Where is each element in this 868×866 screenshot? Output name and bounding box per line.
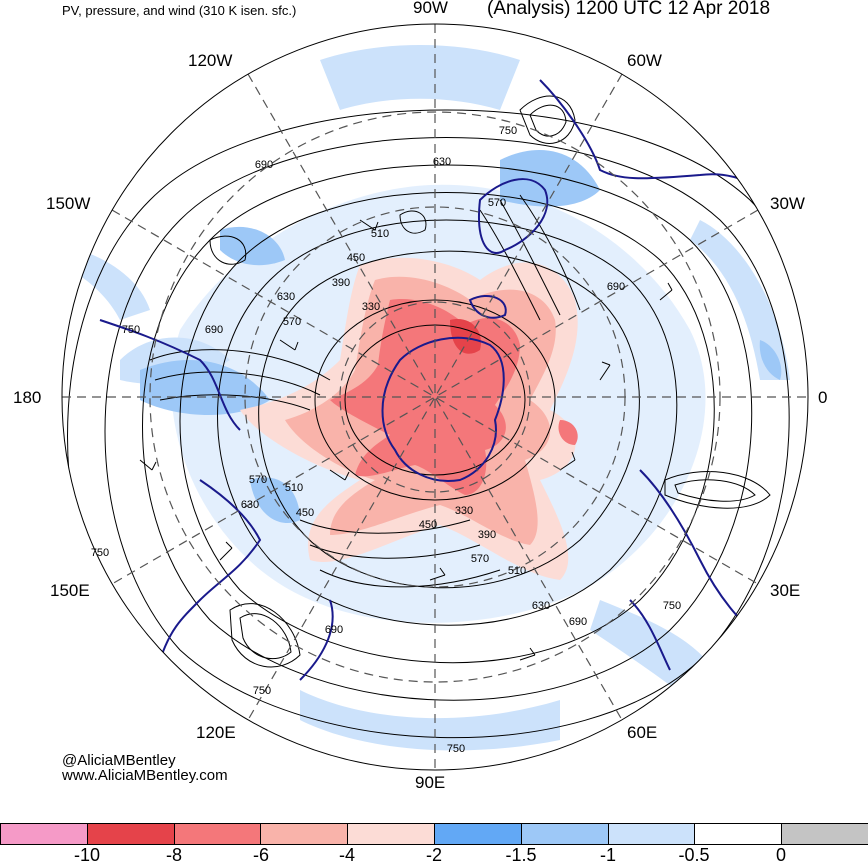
colorbar [0, 823, 868, 845]
colorbar-cell [781, 823, 868, 845]
map-boundary [61, 23, 809, 771]
contour-label: 630 [277, 291, 295, 303]
contour-label: 510 [508, 565, 526, 577]
lon-label-0: 0 [818, 388, 828, 407]
contour-label: 750 [122, 324, 140, 336]
contour-label: 690 [607, 281, 625, 293]
contour-label: 570 [471, 553, 489, 565]
contour-label: 330 [455, 505, 473, 517]
colorbar-tick-label: -6 [252, 845, 270, 865]
chart-title: (Analysis) 1200 UTC 12 Apr 2018 [487, 0, 771, 19]
polar-map: 750 630 570 510 690 690 630 570 750 690 … [61, 23, 809, 771]
contour-label: 750 [499, 125, 517, 137]
coastlines [99, 79, 791, 681]
colorbar-tick-label: -1.5 [505, 845, 537, 865]
contour-label: 690 [205, 324, 223, 336]
contour-label: 750 [663, 600, 681, 612]
lon-label-60w: 60W [627, 51, 662, 70]
lon-label-180: 180 [13, 388, 42, 407]
wind-barbs [139, 219, 673, 661]
colorbar-tick-label: -8 [165, 845, 183, 865]
colorbar-cell [347, 823, 435, 845]
colorbar-cell [86, 823, 175, 845]
lon-label-120e: 120E [196, 723, 236, 742]
lon-label-90e: 90E [415, 773, 446, 792]
contour-label: 570 [249, 474, 267, 486]
credit-handle: @AliciaMBentley [62, 752, 176, 769]
contour-labels: 750 630 570 510 690 690 630 570 750 690 … [91, 125, 681, 755]
colorbar-cell [260, 823, 349, 845]
colorbar-cell [0, 823, 88, 845]
lon-label-150w: 150W [46, 194, 91, 213]
lon-label-30e: 30E [770, 581, 801, 600]
contour-label: 750 [253, 685, 271, 697]
contour-label: 630 [241, 499, 259, 511]
contour-label: 510 [285, 482, 303, 494]
contour-label: 390 [478, 529, 496, 541]
lon-label-30w: 30W [770, 194, 805, 213]
contour-label: 570 [283, 316, 301, 328]
colorbar-cell [520, 823, 609, 845]
colorbar-cell [433, 823, 522, 845]
contour-label: 690 [255, 159, 273, 171]
credit-website[interactable]: www.AliciaMBentley.com [62, 767, 228, 784]
contour-label: 450 [419, 519, 437, 531]
contour-label: 630 [433, 156, 451, 168]
colorbar-cell [694, 823, 783, 845]
colorbar-tick-label: -0.5 [678, 845, 710, 865]
colorbar-tick-label: 0 [775, 845, 787, 865]
lon-label-60e: 60E [627, 723, 658, 742]
contour-label: 390 [332, 277, 350, 289]
contour-label: 450 [347, 252, 365, 264]
contour-label: 630 [532, 600, 550, 612]
lon-label-90w: 90W [413, 0, 448, 17]
graticule [62, 24, 808, 770]
contour-label: 570 [488, 197, 506, 209]
colorbar-cell [607, 823, 696, 845]
chart-subtitle: PV, pressure, and wind (310 K isen. sfc.… [62, 3, 297, 18]
colorbar-tick-label: -1 [599, 845, 617, 865]
map-content [67, 45, 808, 770]
colorbar-cell [173, 823, 262, 845]
lon-label-120w: 120W [188, 51, 233, 70]
contour-label: 330 [362, 301, 380, 313]
colorbar-tick-label: -4 [338, 845, 356, 865]
contour-label: 510 [371, 228, 389, 240]
contour-label: 750 [447, 743, 465, 755]
contour-label: 450 [296, 507, 314, 519]
contour-label: 750 [91, 547, 109, 559]
colorbar-tick-label: -10 [73, 845, 101, 865]
colorbar-tick-label: -2 [425, 845, 443, 865]
contour-label: 690 [325, 624, 343, 636]
lon-label-150e: 150E [50, 581, 90, 600]
contour-label: 690 [569, 616, 587, 628]
